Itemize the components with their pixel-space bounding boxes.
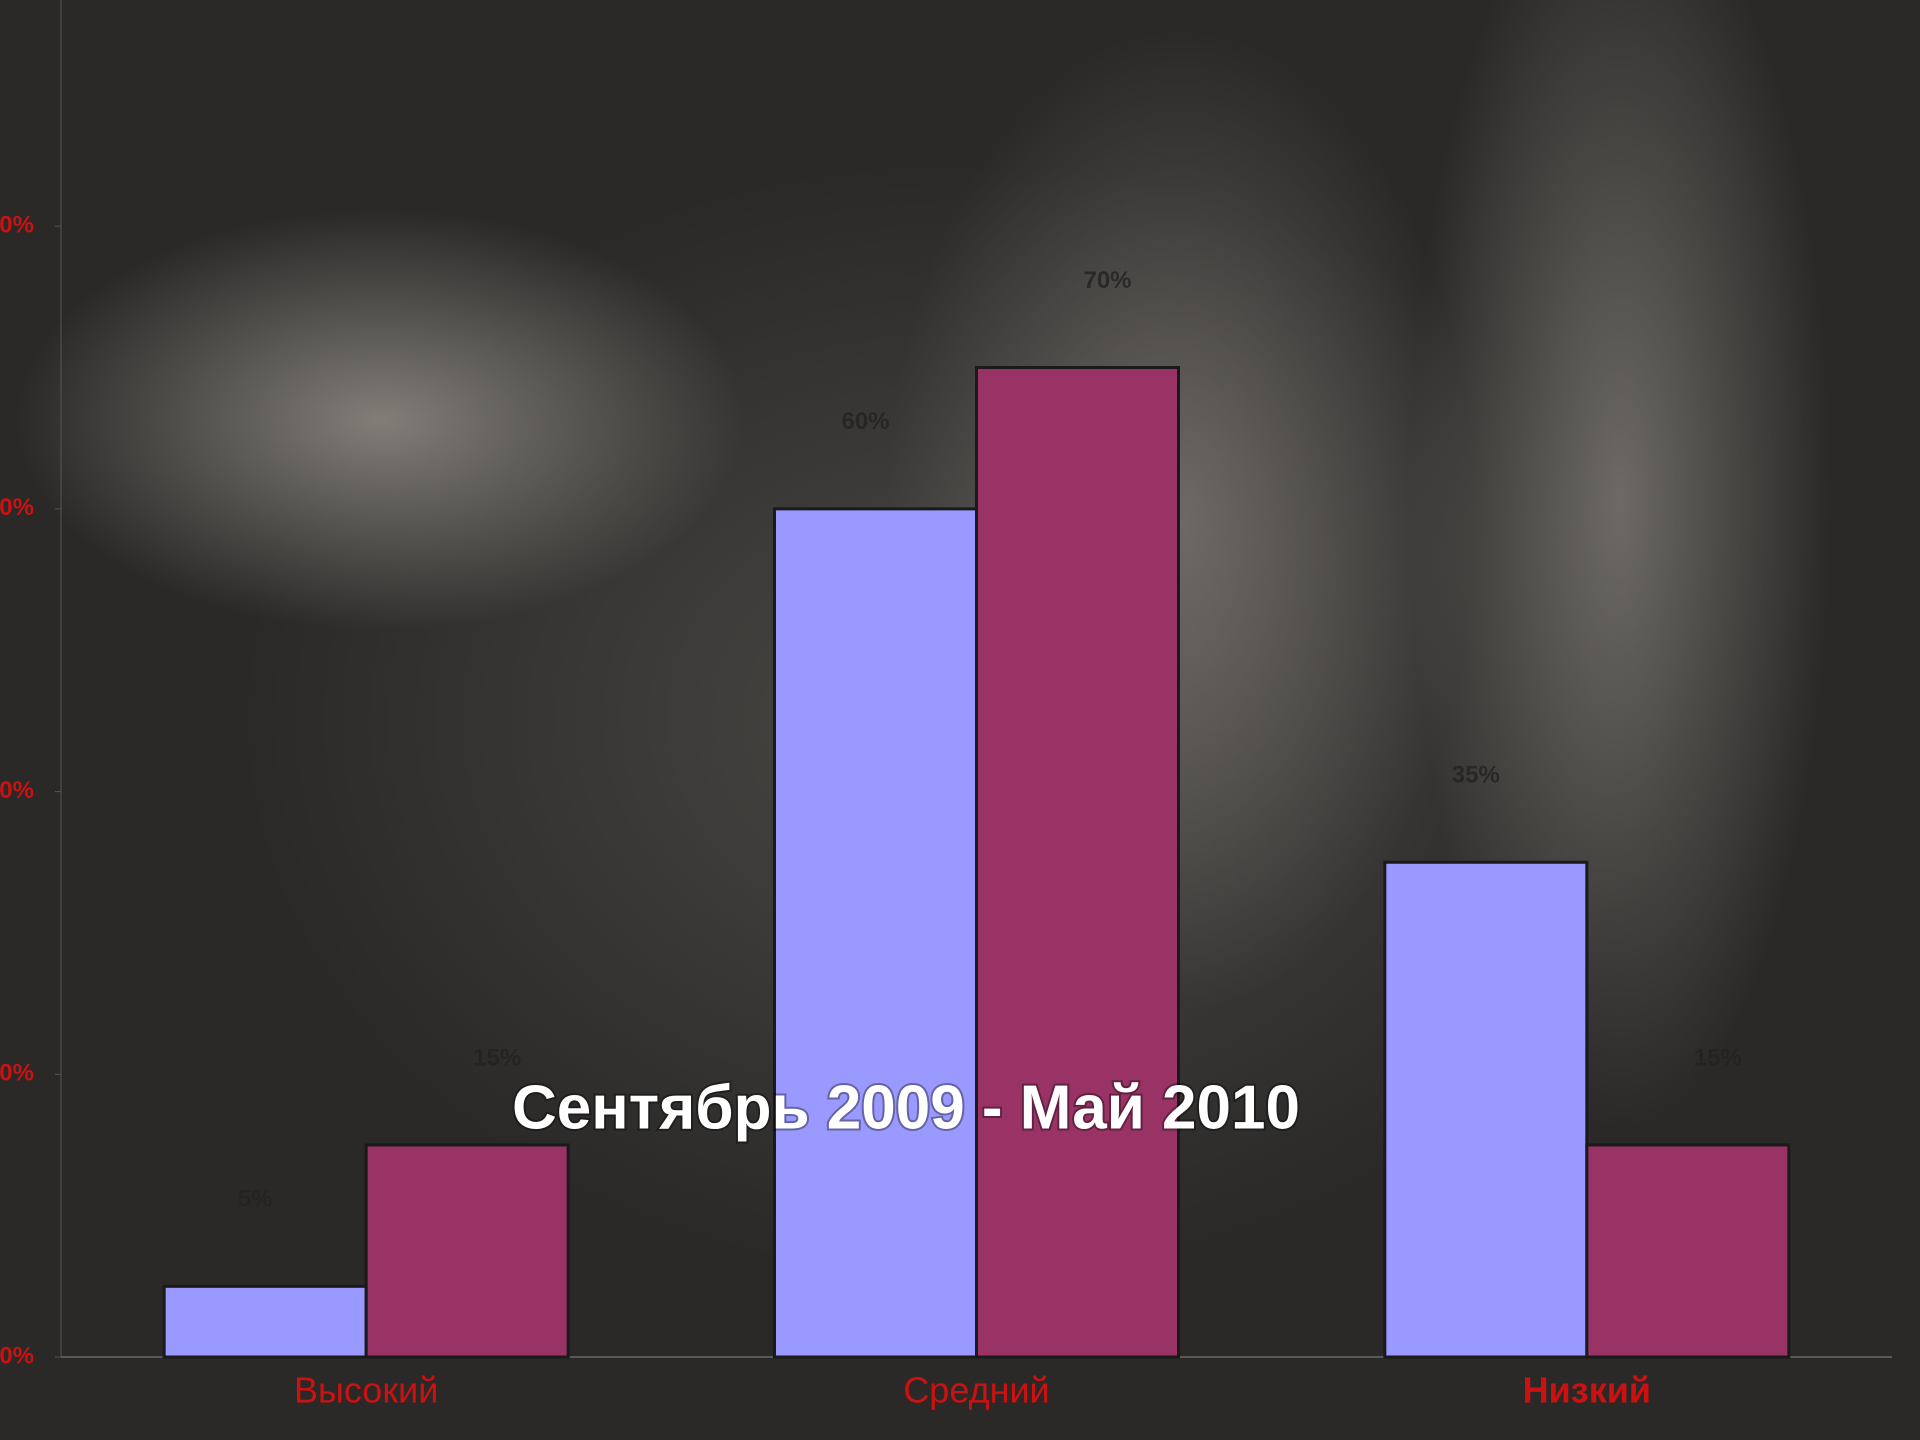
chart: 0% 20% 40% 60% 80% Высокий 5% 15% Средний 60% 70% Н…	[0, 0, 1920, 1440]
data-label: 5%	[238, 1186, 273, 1213]
bar	[775, 509, 977, 1357]
data-label: 15%	[1694, 1044, 1742, 1071]
y-tick-label: 60%	[0, 494, 34, 521]
bar	[164, 1286, 366, 1357]
data-label: 60%	[841, 408, 889, 435]
bar	[1385, 862, 1587, 1357]
data-label: 35%	[1452, 762, 1500, 789]
x-tick-label: Средний	[903, 1370, 1049, 1411]
bar	[977, 368, 1179, 1357]
y-tick-label: 20%	[0, 1060, 34, 1087]
page: {"chart_data": {"type": "bar", "title": …	[0, 0, 1920, 1440]
y-tick-label: 0%	[0, 1342, 34, 1369]
x-tick-label: Высокий	[294, 1370, 438, 1411]
chart-title: Сентябрь 2009 - Май 2010	[512, 1073, 1300, 1142]
data-label: 70%	[1083, 267, 1131, 294]
y-tick-label: 40%	[0, 777, 34, 804]
bar	[366, 1145, 568, 1357]
y-tick-label: 80%	[0, 212, 34, 239]
data-label: 15%	[473, 1044, 521, 1071]
bar	[1587, 1145, 1789, 1357]
x-tick-label: Низкий	[1523, 1370, 1651, 1411]
